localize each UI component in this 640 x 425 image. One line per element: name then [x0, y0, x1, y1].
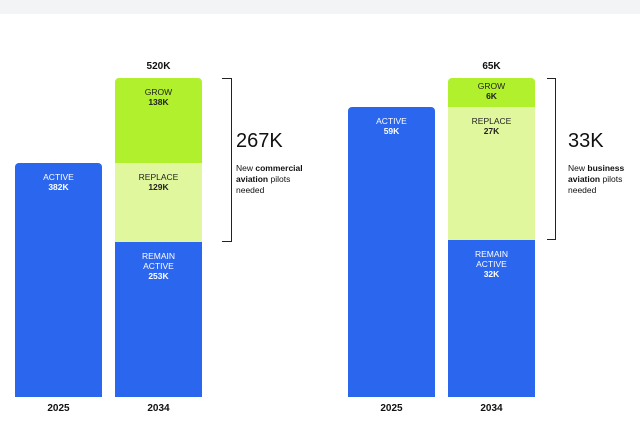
- bar-segment: GROW 6K: [448, 78, 535, 108]
- bar-segment: REMAIN ACTIVE 253K: [115, 241, 202, 397]
- segment-value: 6K: [486, 91, 497, 101]
- segment-label: ACTIVE: [43, 171, 74, 182]
- annotation-text: New business aviation pilots needed: [568, 163, 640, 196]
- segment-label: GROW: [144, 87, 173, 97]
- bar-segment: REPLACE 129K: [115, 162, 202, 242]
- annotation-part: business aviation: [568, 163, 627, 184]
- bar-segment: ACTIVE 382K: [15, 162, 102, 397]
- bracket: [222, 78, 232, 242]
- annotation-value: 267K: [236, 130, 283, 152]
- annotation-part: New: [236, 163, 256, 173]
- segment-label: GROW: [477, 81, 506, 91]
- segment-value: 27K: [483, 126, 500, 137]
- segment-value: 138K: [148, 97, 169, 107]
- total-label: 65K: [482, 61, 501, 72]
- bracket: [547, 78, 556, 240]
- year-label: 2034: [480, 403, 503, 414]
- segment-text: GROW 6K: [448, 81, 535, 101]
- segment-text: ACTIVE 59K: [348, 116, 435, 136]
- bar-segment: ACTIVE 59K: [348, 107, 435, 397]
- segment-value: 59K: [383, 126, 400, 137]
- segment-text: REPLACE 27K: [448, 116, 535, 136]
- year-label: 2025: [380, 403, 403, 414]
- segment-text: GROW 138K: [115, 87, 202, 107]
- segment-value: 253K: [148, 270, 169, 281]
- segment-value: 382K: [48, 181, 69, 192]
- year-label: 2034: [147, 403, 170, 414]
- segment-label: REMAIN ACTIVE: [141, 250, 176, 271]
- year-label: 2025: [47, 403, 70, 414]
- segment-label: REMAIN ACTIVE: [474, 248, 509, 269]
- annotation-part: commercial aviation: [236, 163, 305, 184]
- segment-text: ACTIVE 382K: [15, 172, 102, 192]
- segment-value: 129K: [148, 181, 169, 192]
- segment-label: REPLACE: [471, 116, 512, 127]
- segment-label: REPLACE: [138, 171, 179, 182]
- annotation-part: New: [568, 163, 588, 173]
- segment-text: REMAIN ACTIVE 253K: [115, 251, 202, 281]
- segment-label: ACTIVE: [376, 116, 407, 127]
- bar-segment: REMAIN ACTIVE 32K: [448, 239, 535, 397]
- segment-value: 32K: [483, 268, 500, 279]
- annotation-text: New commercial aviation pilots needed: [236, 163, 316, 196]
- segment-text: REPLACE 129K: [115, 172, 202, 192]
- bar-segment: REPLACE 27K: [448, 107, 535, 240]
- bar-segment: GROW 138K: [115, 78, 202, 163]
- top-band: [0, 0, 640, 14]
- annotation-part: pilots needed: [568, 174, 625, 195]
- annotation-part: pilots needed: [236, 174, 293, 195]
- total-label: 520K: [146, 61, 171, 72]
- annotation-value: 33K: [568, 130, 604, 152]
- segment-text: REMAIN ACTIVE 32K: [448, 249, 535, 279]
